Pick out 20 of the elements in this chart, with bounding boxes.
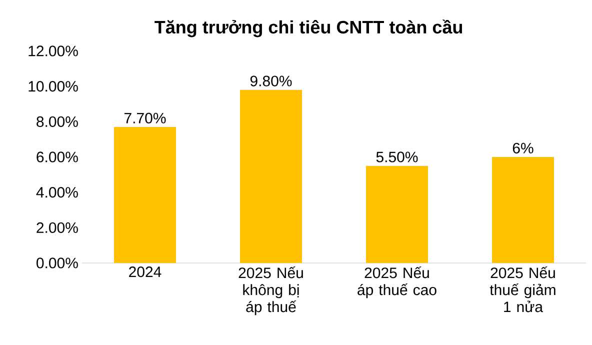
y-tick-label: 8.00% [36, 116, 78, 127]
y-tick-label: 6.00% [36, 152, 78, 162]
chart-title: Tăng trưởng chi tiêu CNTT toàn cầu [154, 20, 462, 38]
x-tick-label: 2025 Nếu thuế giảm 1 nửa [490, 266, 556, 312]
x-tick-label: 2025 Nếu không bị áp thuế [238, 266, 303, 316]
data-label: 9.80% [250, 76, 292, 86]
y-tick-label: 0.00% [36, 258, 78, 268]
y-tick-label: 10.00% [28, 81, 78, 92]
data-label: 7.70% [124, 112, 166, 124]
y-tick-label: 4.00% [36, 187, 78, 198]
x-tick-label: 2025 Nếu áp thuế cao [358, 266, 436, 298]
data-label: 5.50% [376, 152, 418, 162]
y-tick-label: 12.00% [28, 46, 78, 56]
y-tick-label: 2.00% [36, 222, 78, 233]
data-label: 6% [512, 142, 534, 154]
bar [492, 156, 554, 263]
x-tick-label: 2024 [129, 266, 162, 278]
bar [114, 126, 176, 263]
bar [240, 90, 302, 263]
bar [366, 166, 428, 263]
